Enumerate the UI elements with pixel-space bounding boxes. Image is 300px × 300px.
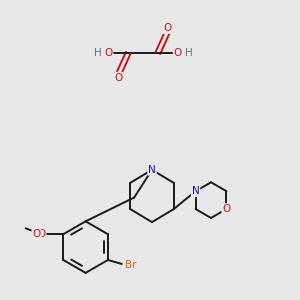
Text: O: O [174, 48, 182, 58]
Text: O: O [38, 229, 46, 239]
Text: N: N [192, 186, 200, 196]
Text: O: O [222, 204, 231, 214]
Text: O: O [164, 23, 172, 33]
Text: N: N [148, 165, 156, 175]
Text: O: O [32, 229, 41, 239]
Text: H: H [185, 48, 193, 58]
Text: H: H [94, 48, 101, 58]
Text: Br: Br [125, 260, 136, 270]
Text: O: O [114, 73, 122, 83]
Text: O: O [104, 48, 112, 58]
